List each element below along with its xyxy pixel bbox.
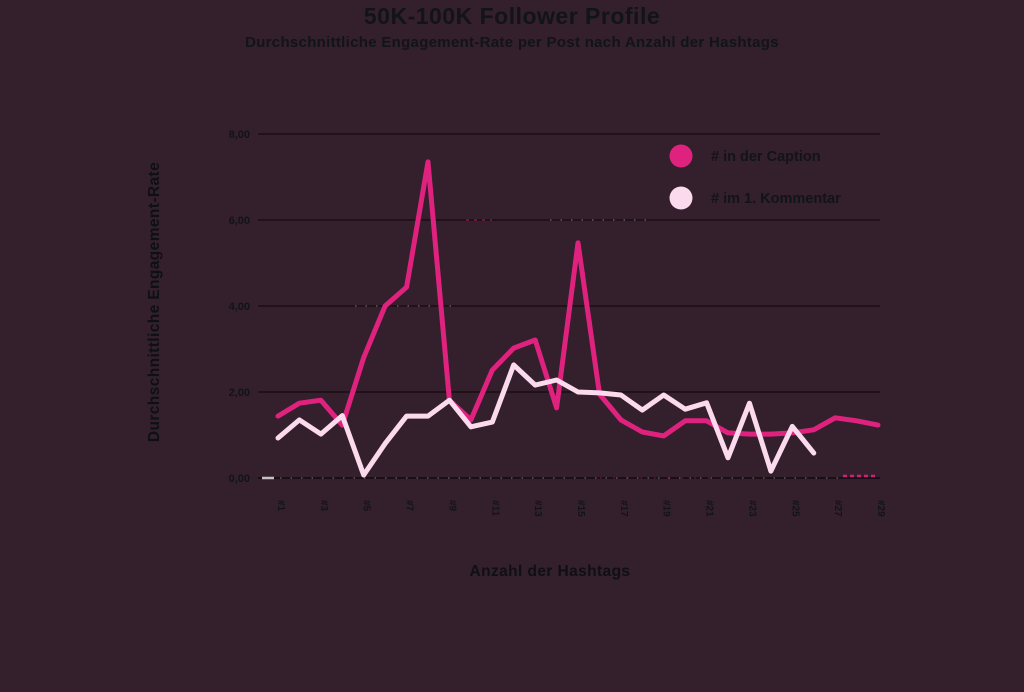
x-tick-label: #9 xyxy=(446,500,457,512)
x-tick-label: #1 xyxy=(275,500,286,512)
x-tick-label: #27 xyxy=(832,500,843,517)
x-tick-label: #21 xyxy=(704,500,715,517)
y-tick-label: 2,00 xyxy=(229,387,250,399)
y-tick-label: 6,00 xyxy=(229,215,250,227)
x-tick-label: #15 xyxy=(575,500,586,517)
series-line-caption xyxy=(275,159,881,439)
x-tick-label: #11 xyxy=(489,500,500,517)
x-tick-label: #17 xyxy=(618,500,629,517)
x-axis-title: Anzahl der Hashtags xyxy=(469,563,631,580)
chart-header: 50K-100K Follower Profile Durchschnittli… xyxy=(0,0,1024,51)
y-tick-label: 0,00 xyxy=(229,473,250,485)
x-tick-label: #7 xyxy=(404,500,415,512)
x-tick-label: #25 xyxy=(789,500,800,517)
x-tick-label: #29 xyxy=(875,500,886,517)
legend-swatch-caption xyxy=(669,144,693,168)
y-tick-label: 8,00 xyxy=(229,129,250,141)
series-line-kommentar xyxy=(275,362,817,478)
legend-swatch-kommentar xyxy=(669,186,693,210)
x-tick-label: #19 xyxy=(661,500,672,517)
x-tick-label: #23 xyxy=(746,500,757,517)
legend-label-caption: # in der Caption xyxy=(711,149,821,165)
y-tick-label: 4,00 xyxy=(229,301,250,313)
x-tick-label: #5 xyxy=(361,500,372,512)
x-tick-label: #3 xyxy=(318,500,329,512)
chart-title: 50K-100K Follower Profile xyxy=(363,3,661,29)
chart-subtitle: Durchschnittliche Engagement-Rate per Po… xyxy=(245,34,779,51)
x-tick-label: #13 xyxy=(532,500,543,517)
legend-label-kommentar: # im 1. Kommentar xyxy=(711,191,841,207)
